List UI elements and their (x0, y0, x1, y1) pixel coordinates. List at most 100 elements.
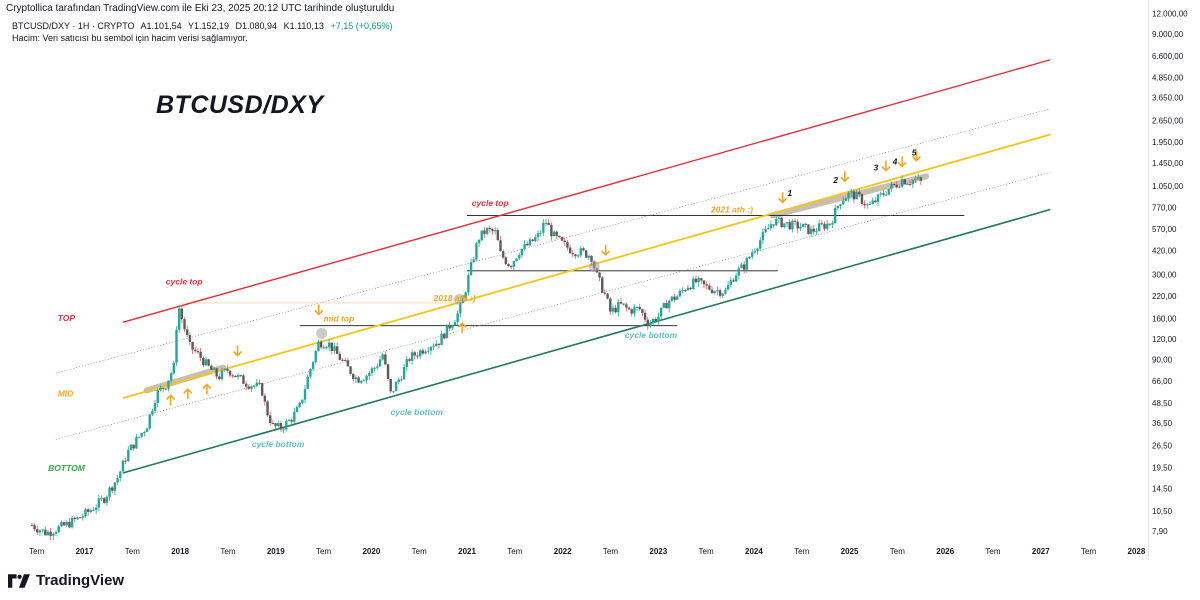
candle-body (156, 390, 159, 403)
arrow-down-icon (840, 171, 850, 183)
annotation-label: cycle bottom (625, 330, 678, 340)
candle-body (426, 350, 430, 352)
candle-body (812, 228, 815, 232)
y-tick-label: 14,50 (1152, 484, 1173, 493)
x-tick-label: Tem (220, 547, 235, 556)
candle-body (100, 498, 103, 500)
candle-body (558, 235, 561, 238)
candle-body (285, 421, 288, 430)
candle-body (547, 222, 550, 225)
candle-body (603, 292, 607, 294)
candle-body (667, 300, 671, 309)
candle-body (183, 319, 186, 330)
y-tick-label: 48,50 (1152, 399, 1173, 408)
candle-body (410, 352, 414, 361)
candle-body (761, 232, 765, 241)
candle-body (215, 368, 218, 377)
arrow-down-icon (897, 156, 907, 168)
candle-body (737, 268, 741, 276)
x-tick-label: 2028 (1128, 547, 1146, 556)
candle-body (777, 217, 781, 219)
arrow-down-icon (232, 345, 243, 357)
candle-body (73, 517, 76, 520)
candle-body (834, 207, 837, 224)
candle-body (649, 322, 652, 326)
y-tick-label: 1.450,00 (1152, 159, 1184, 168)
candle-body (860, 194, 864, 204)
candle-body (879, 193, 882, 195)
candle-body (153, 402, 157, 411)
candle-body (151, 410, 154, 415)
candle-body (555, 231, 558, 236)
candle-body (815, 231, 818, 233)
candle-body (78, 517, 82, 519)
arrow-head (911, 156, 922, 162)
annotation-label: 1 (787, 188, 792, 198)
candle-body (212, 368, 216, 370)
candle-body (643, 312, 647, 320)
candle-body (204, 359, 208, 366)
candle-body (526, 243, 529, 246)
candle-body (734, 275, 738, 282)
candle-body (785, 222, 789, 224)
candle-body (202, 357, 205, 366)
candle-body (124, 460, 127, 462)
x-tick-label: 2017 (76, 547, 94, 556)
y-tick-label: 19,50 (1152, 463, 1173, 472)
candle-body (493, 230, 497, 232)
candle-body (684, 290, 687, 292)
arrow-head (457, 322, 467, 328)
candle-body (362, 380, 366, 382)
candle-body (625, 304, 628, 308)
candle-body (767, 227, 770, 230)
candle-body (343, 360, 347, 362)
candle-body (673, 296, 676, 300)
candle-body (164, 388, 167, 390)
candle-body (413, 352, 417, 356)
candle-body (718, 290, 722, 296)
y-tick-label: 120,00 (1152, 335, 1177, 344)
channel-line-mid (122, 133, 1051, 399)
candle-body (132, 444, 135, 449)
candle-body (700, 278, 703, 281)
candle-body (796, 221, 799, 229)
candle-body (437, 343, 441, 345)
candle-body (86, 509, 90, 512)
arrow-down-icon (314, 304, 324, 316)
candle-body (694, 278, 698, 283)
candle-body (148, 414, 151, 429)
candle-body (890, 183, 893, 189)
candle-body (327, 342, 331, 348)
candle-body (226, 368, 229, 371)
x-tick-label: Tem (985, 547, 1000, 556)
x-tick-label: 2025 (841, 547, 859, 556)
high-value: Y1.152,19 (187, 21, 229, 31)
candle-body (301, 399, 304, 404)
candle-body (177, 308, 181, 330)
candle-body (349, 366, 352, 374)
candle-body (408, 359, 411, 361)
x-tick-label: Tem (603, 547, 618, 556)
candle-body (791, 220, 794, 230)
candle-body (836, 205, 840, 208)
candle-body (518, 255, 521, 259)
candle-body (325, 347, 328, 349)
candle-body (269, 415, 272, 424)
candle-body (62, 522, 66, 526)
candle-body (41, 529, 44, 531)
symbol-name[interactable]: BTCUSD/DXY · 1H · CRYPTO (12, 21, 135, 31)
arrow-up-icon (166, 394, 176, 406)
candle-body (341, 359, 344, 361)
candle-body (239, 375, 242, 377)
candle-body (346, 360, 350, 367)
candle-body (480, 230, 483, 241)
candle-body (218, 376, 221, 380)
tradingview-brand[interactable]: TradingView (8, 572, 124, 589)
candle-body (903, 179, 907, 185)
y-tick-label: 12.000,00 (1152, 10, 1188, 19)
candle-body (635, 306, 639, 308)
candle-body (33, 525, 36, 530)
candle-body (742, 264, 746, 270)
candle-body (496, 230, 500, 241)
